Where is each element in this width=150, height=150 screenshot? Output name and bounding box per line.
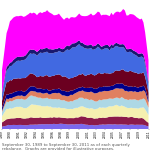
Text: September 30, 1989 to September 30, 2011 as of each quarterly rebalance.  Graphs: September 30, 1989 to September 30, 2011… bbox=[2, 143, 129, 150]
